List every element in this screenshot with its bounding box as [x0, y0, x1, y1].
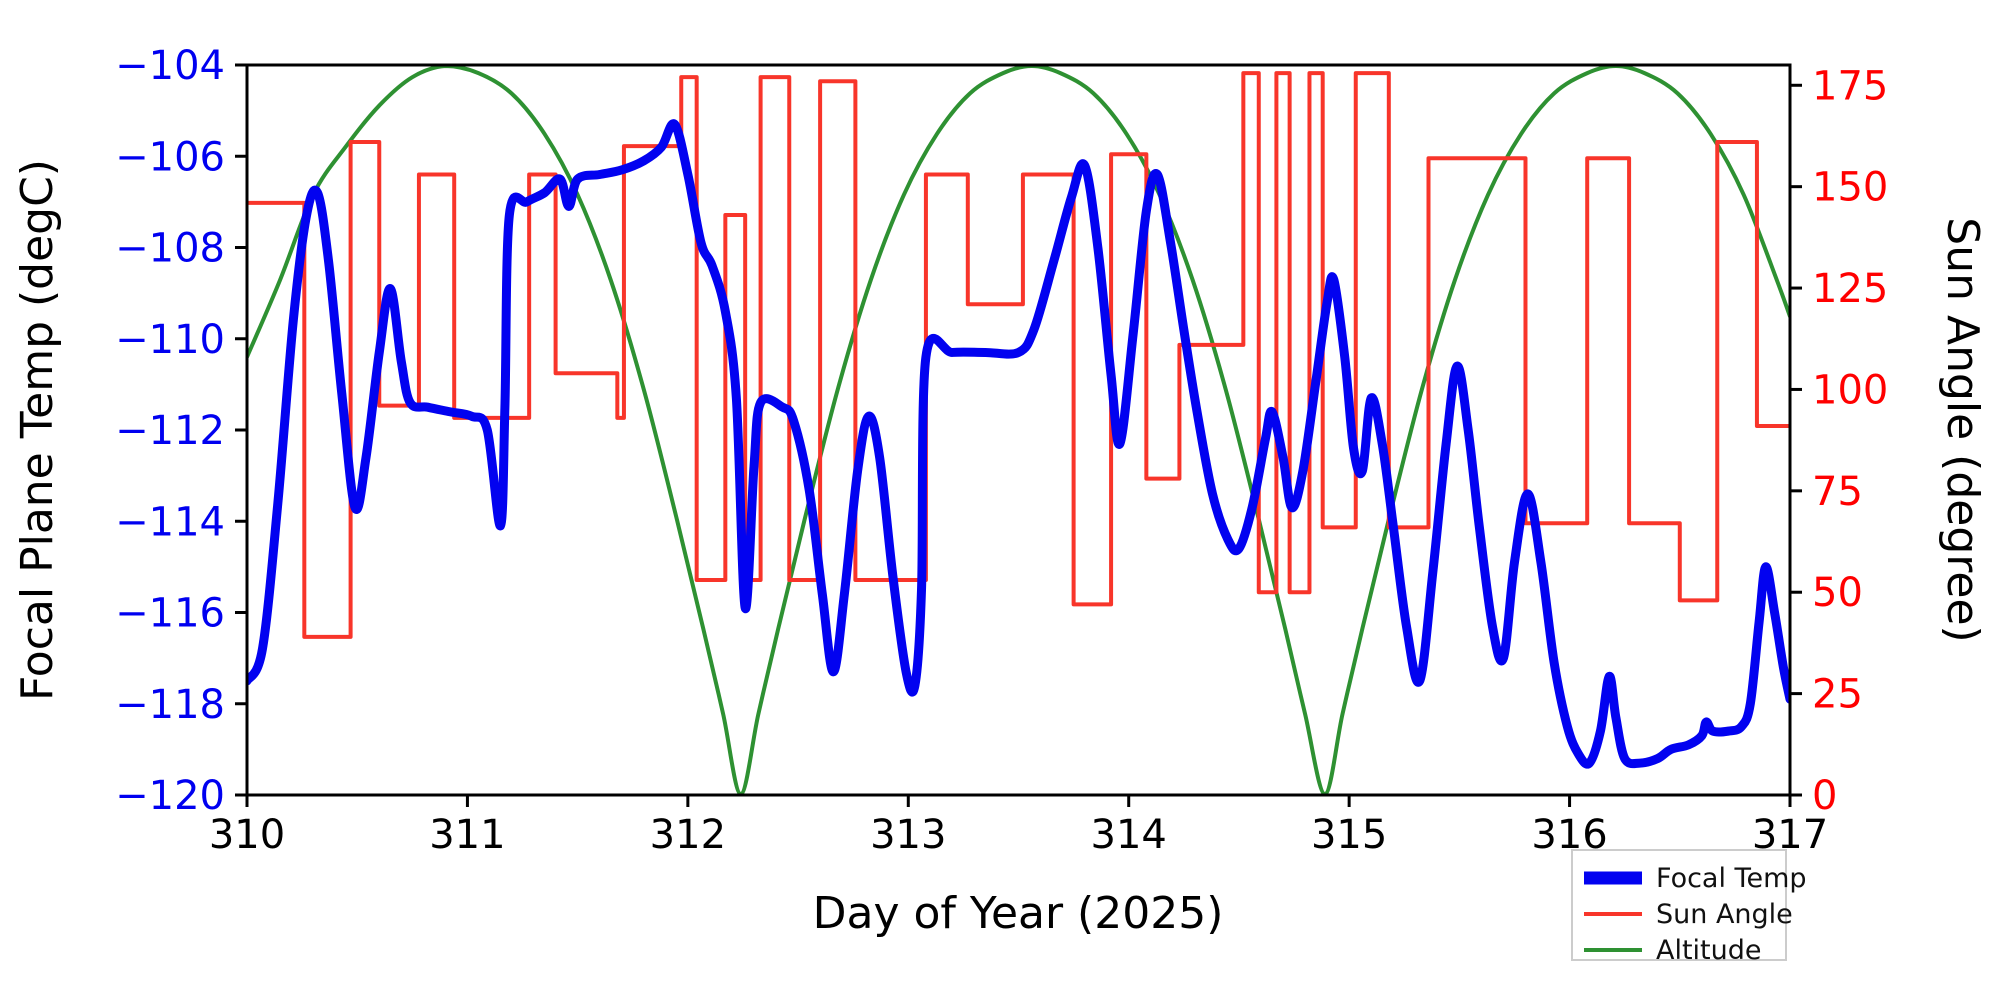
x-tick-label: 310: [209, 812, 285, 858]
y-right-tick-label: 125: [1812, 266, 1888, 312]
y-right-tick-label: 150: [1812, 165, 1888, 211]
y-axis-label-left: Focal Plane Temp (degC): [12, 159, 63, 701]
legend-label-focal-temp: Focal Temp: [1656, 863, 1807, 894]
y-right-tick-label: 100: [1812, 367, 1888, 413]
legend-box: [1571, 849, 1787, 961]
x-tick-label: 311: [429, 812, 505, 858]
y-left-tick-label: −104: [115, 43, 225, 89]
x-tick-label: 315: [1311, 812, 1387, 858]
y-right-tick-label: 75: [1812, 469, 1863, 515]
axis-ticks: 310 311 312 313 314 315 316 317−104−106−108−110…: [115, 43, 1888, 858]
y-right-tick-label: 25: [1812, 672, 1863, 718]
legend: Focal Temp Sun Angle Altitude: [1571, 849, 1807, 966]
y-axis-label-right: Sun Angle (degree): [1937, 217, 1988, 642]
y-left-tick-label: −112: [115, 408, 225, 454]
y-right-tick-label: 0: [1812, 773, 1837, 819]
y-left-tick-label: −108: [115, 226, 225, 272]
y-left-tick-label: −110: [115, 317, 225, 363]
y-left-tick-label: −116: [115, 591, 225, 637]
x-tick-label: 312: [650, 812, 726, 858]
legend-label-sun-angle: Sun Angle: [1656, 899, 1793, 930]
legend-label-altitude: Altitude: [1656, 935, 1762, 966]
y-left-tick-label: −114: [115, 499, 225, 545]
y-left-tick-label: −106: [115, 134, 225, 180]
y-left-tick-label: −118: [115, 682, 225, 728]
x-tick-label: 313: [870, 812, 946, 858]
sun-angle-line: [247, 71, 1790, 639]
y-left-tick-label: −120: [115, 773, 225, 819]
x-tick-label: 314: [1091, 812, 1167, 858]
x-axis-label: Day of Year (2025): [813, 888, 1224, 939]
focal-temp-line: [247, 119, 1790, 769]
y-right-tick-label: 175: [1812, 63, 1888, 109]
series-lines: [247, 65, 1790, 795]
plot-border: [245, 63, 1792, 797]
y-right-tick-label: 50: [1812, 570, 1863, 616]
